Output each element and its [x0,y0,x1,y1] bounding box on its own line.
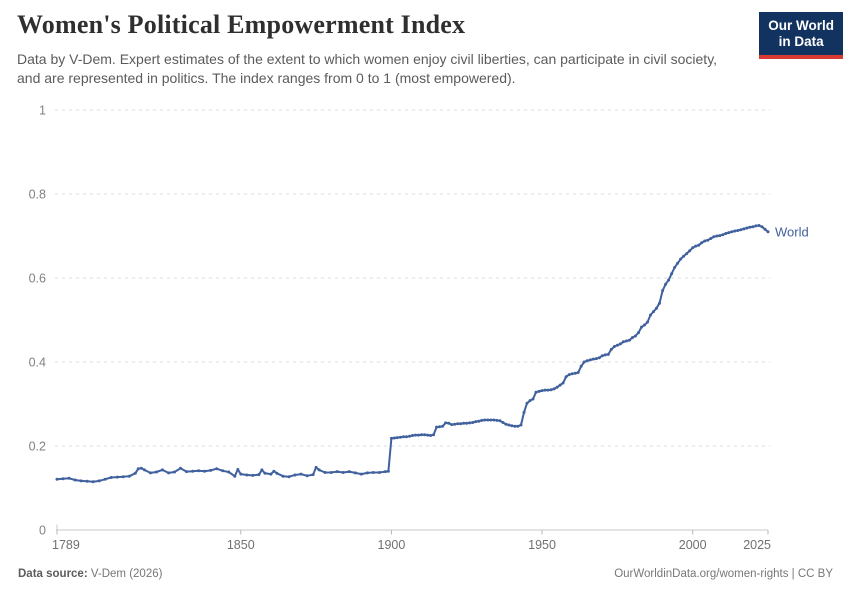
svg-text:1950: 1950 [528,538,556,552]
svg-text:0: 0 [39,524,46,538]
logo-line-1: Our World [768,18,834,33]
svg-text:1789: 1789 [52,538,80,552]
y-gridlines [55,109,770,447]
license-note: OurWorldinData.org/women-rights | CC BY [614,568,833,580]
logo-line-2: in Data [778,33,824,49]
svg-text:1: 1 [39,104,46,118]
svg-text:0.2: 0.2 [29,440,46,454]
chart-subtitle: Data by V-Dem. Expert estimates of the e… [17,51,718,87]
x-axis: 1789 1850 1900 1950 2000 2025 [52,524,771,552]
svg-text:2025: 2025 [743,538,771,552]
series-end-label: World [775,224,809,239]
page-title: Women's Political Empowerment Index [17,10,466,39]
series-World: World [55,224,809,484]
svg-text:0.4: 0.4 [29,356,46,370]
svg-text:0.6: 0.6 [29,272,46,286]
data-source-value: V-Dem (2026) [87,568,163,580]
data-source: Data source: V-Dem (2026) [18,568,162,580]
owid-logo[interactable]: Our World in Data [759,12,843,59]
svg-text:2000: 2000 [679,538,707,552]
y-axis-labels: 0 0.2 0.4 0.6 0.8 1 [29,104,46,538]
svg-text:1850: 1850 [227,538,255,552]
svg-text:0.8: 0.8 [29,188,46,202]
data-source-label: Data source: [18,568,88,580]
svg-text:1900: 1900 [378,538,406,552]
